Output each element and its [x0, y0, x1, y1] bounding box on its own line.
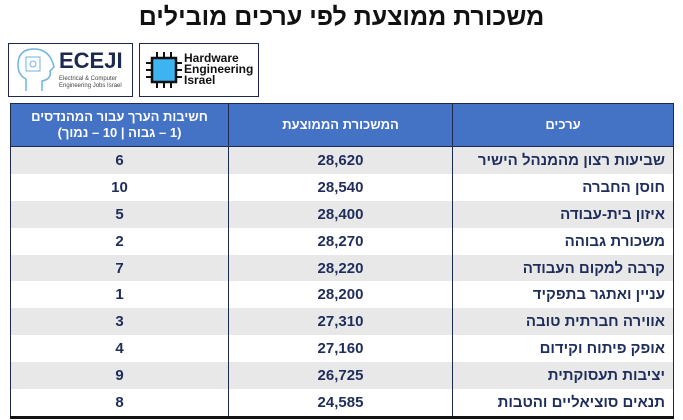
salary-cell: 24,585: [228, 389, 453, 419]
value-cell: עניין ואתגר בתפקיד: [452, 281, 674, 309]
value-cell: תנאים סוציאליים והטבות: [452, 389, 674, 419]
eceji-logo: ECEJI Electrical & Computer Engineering J…: [8, 43, 133, 97]
header-row: ערכים המשכורת הממוצעת חשיבות הערך עבור ה…: [10, 103, 674, 147]
header-values: ערכים: [452, 103, 674, 147]
salary-cell: 28,540: [228, 173, 453, 201]
head-chip-icon: [17, 48, 55, 91]
value-cell: שביעות רצון מהמנהל הישיר: [452, 146, 674, 174]
table-row: משכורת גבוהה 28,270 2: [10, 227, 674, 255]
importance-cell: 5: [10, 200, 229, 228]
table-row: יציבות תעסוקתית 26,725 9: [10, 362, 674, 390]
page-title: משכורת ממוצעת לפי ערכים מובילים: [138, 3, 545, 31]
table-row: חוסן החברה 28,540 10: [10, 173, 674, 201]
table-row: קרבה למקום העבודה 28,220 7: [10, 254, 674, 282]
salary-cell: 27,310: [228, 308, 453, 336]
value-cell: אופק פיתוח וקידום: [452, 335, 674, 363]
table-row: איזון בית-עבודה 28,400 5: [10, 200, 674, 228]
table-row: אווירה חברתית טובה 27,310 3: [10, 308, 674, 336]
importance-cell: 9: [10, 362, 229, 390]
importance-cell: 10: [10, 173, 229, 201]
salary-cell: 28,220: [228, 254, 453, 282]
salary-cell: 28,400: [228, 200, 453, 228]
salary-cell: 28,270: [228, 227, 453, 255]
importance-cell: 1: [10, 281, 229, 309]
table-row: עניין ואתגר בתפקיד 28,200 1: [10, 281, 674, 309]
value-cell: איזון בית-עבודה: [452, 200, 674, 228]
salary-cell: 27,160: [228, 335, 453, 363]
importance-cell: 3: [10, 308, 229, 336]
salary-cell: 28,620: [228, 146, 453, 174]
salary-cell: 28,200: [228, 281, 453, 309]
value-cell: אווירה חברתית טובה: [452, 308, 674, 336]
chip-icon: [146, 52, 182, 88]
table-row: שביעות רצון מהמנהל הישיר 28,620 6: [10, 146, 674, 174]
value-cell: קרבה למקום העבודה: [452, 254, 674, 282]
importance-cell: 7: [10, 254, 229, 282]
importance-cell: 8: [10, 389, 229, 419]
importance-cell: 2: [10, 227, 229, 255]
importance-cell: 4: [10, 335, 229, 363]
salary-by-values-table: ערכים המשכורת הממוצעת חשיבות הערך עבור ה…: [10, 103, 674, 419]
hardware-engineering-israel-logo: Hardware Engineering Israel: [139, 43, 259, 97]
value-cell: משכורת גבוהה: [452, 227, 674, 255]
value-cell: יציבות תעסוקתית: [452, 362, 674, 390]
importance-cell: 6: [10, 146, 229, 174]
header-average-salary: המשכורת הממוצעת: [228, 103, 453, 147]
value-cell: חוסן החברה: [452, 173, 674, 201]
header-importance: חשיבות הערך עבור המהנדסים (1 – גבוה | 10 …: [10, 103, 229, 147]
salary-cell: 26,725: [228, 362, 453, 390]
table-row: תנאים סוציאליים והטבות 24,585 8: [10, 389, 674, 419]
table-row: אופק פיתוח וקידום 27,160 4: [10, 335, 674, 363]
